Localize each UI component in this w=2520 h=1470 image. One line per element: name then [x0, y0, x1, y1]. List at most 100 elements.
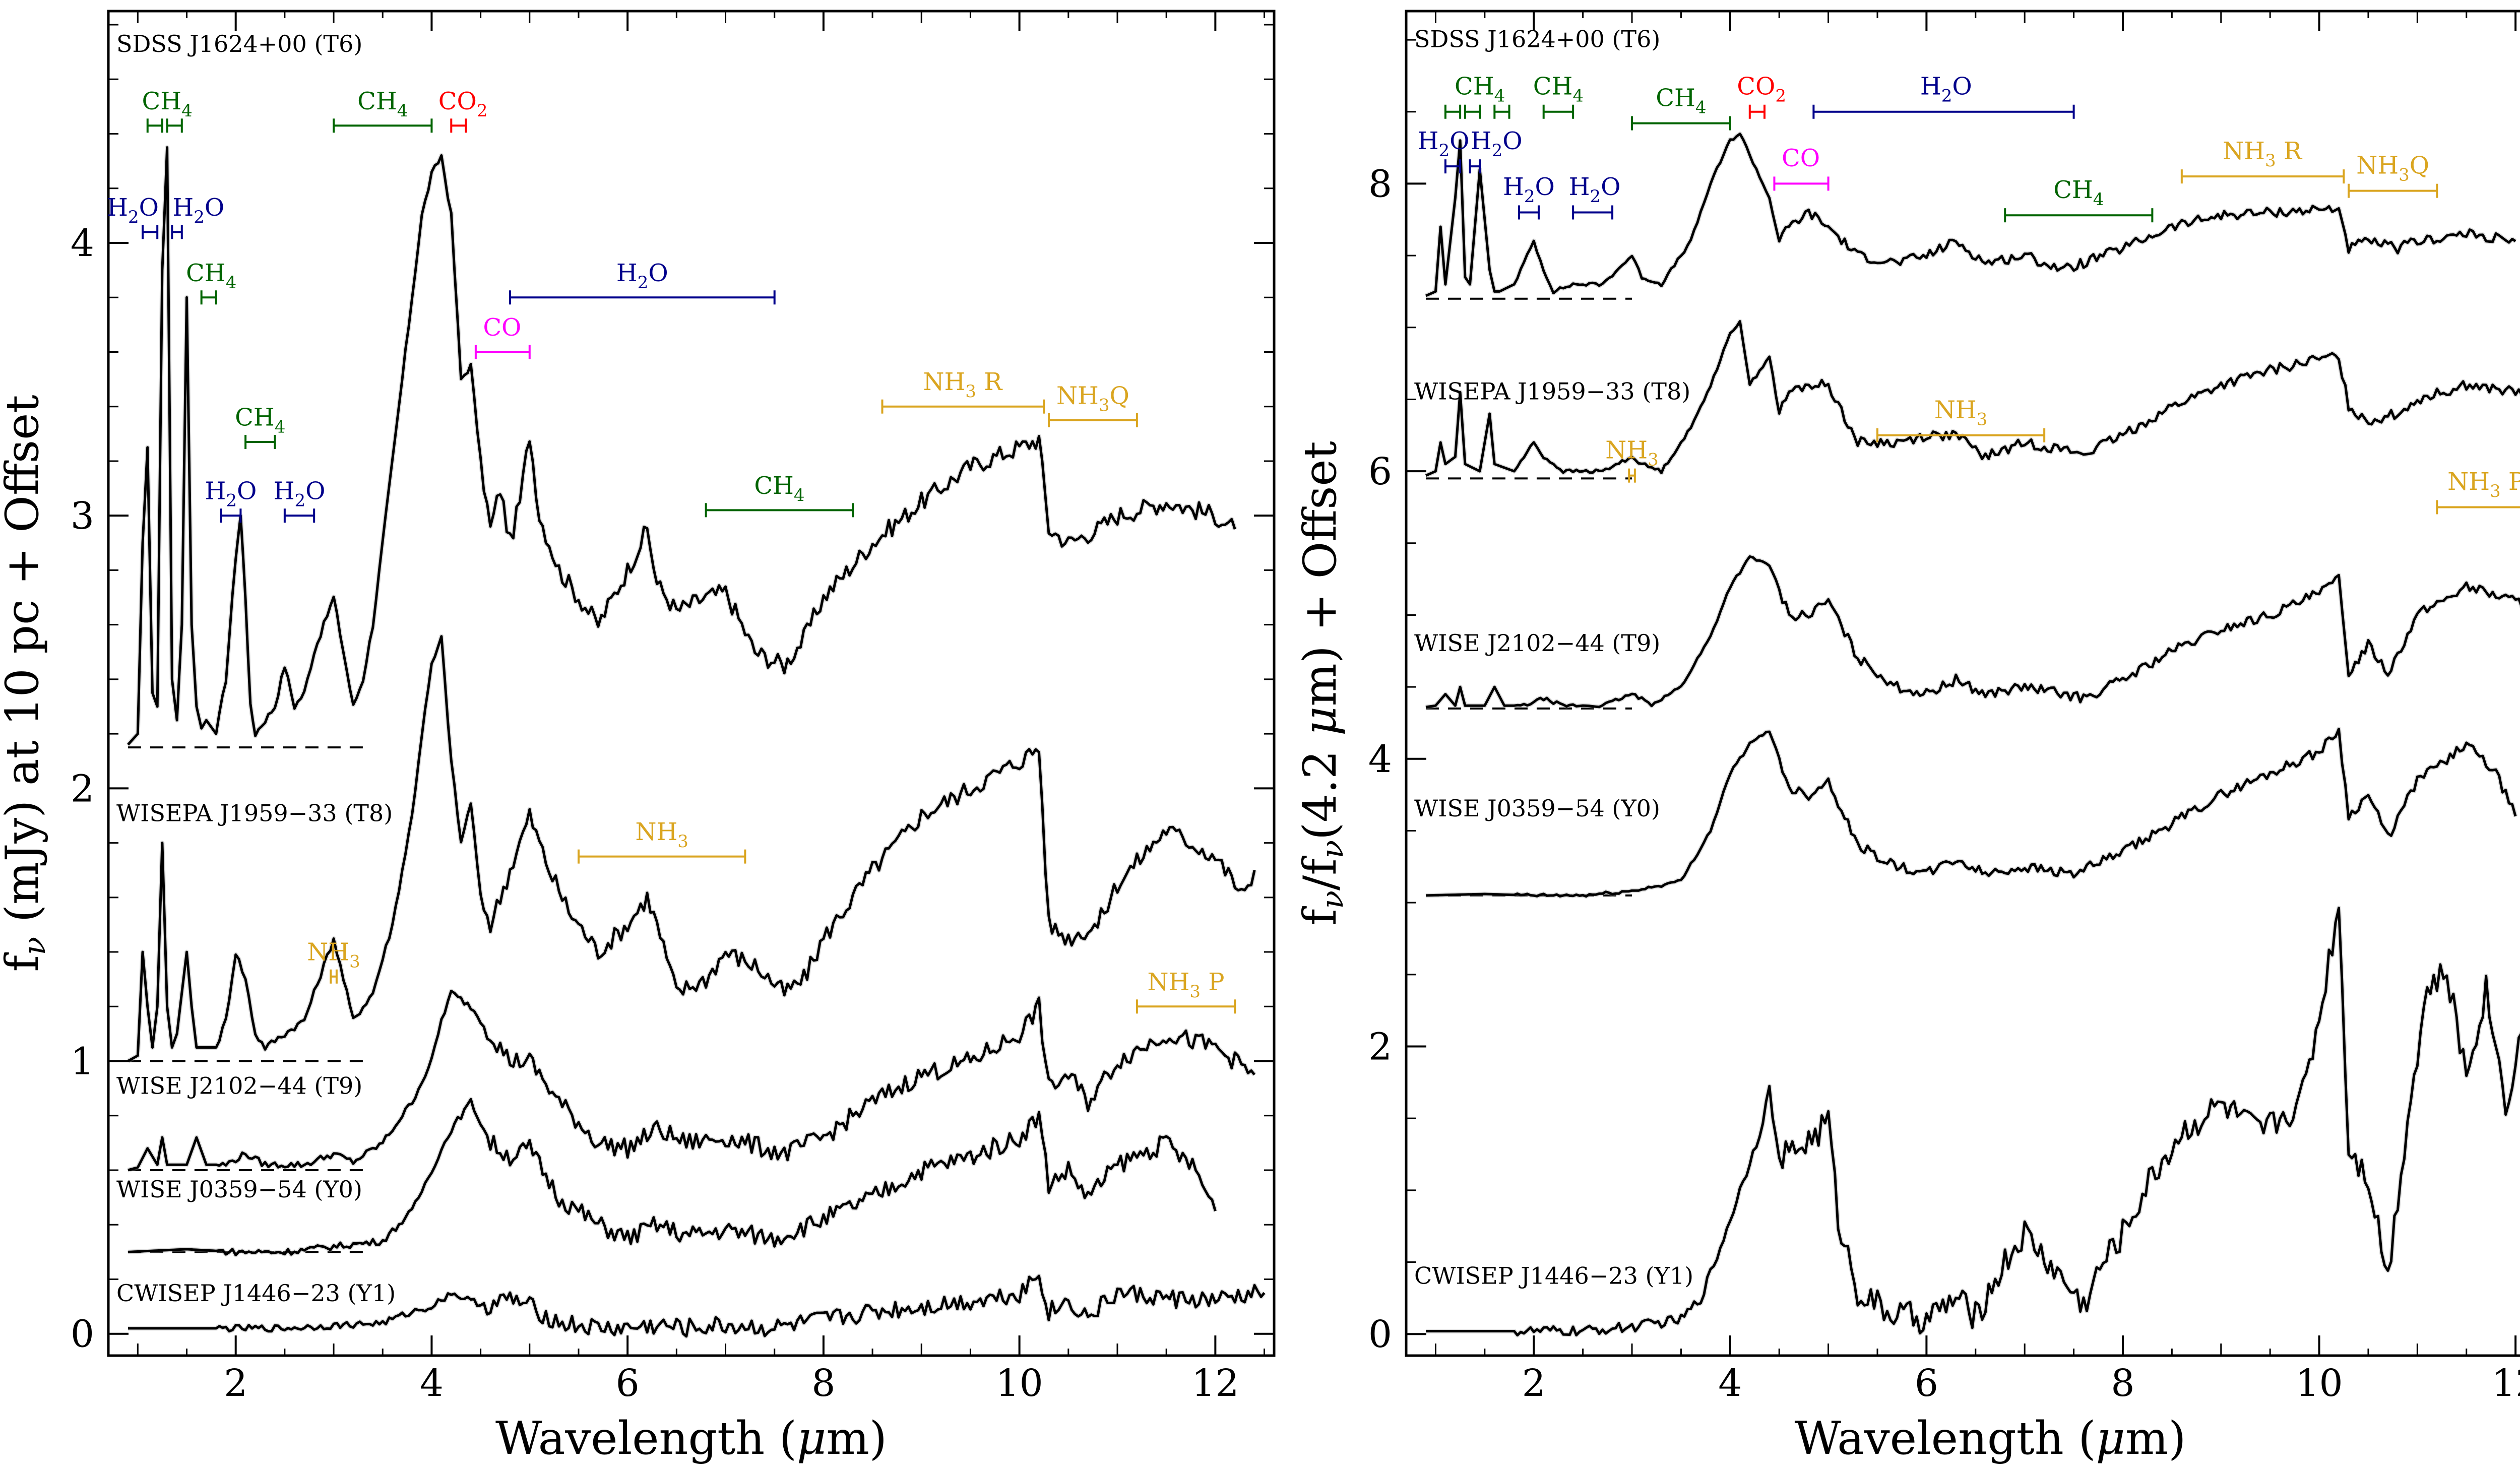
feature-ch4: CH4 [1631, 84, 1731, 131]
spectrum-line [127, 635, 1256, 1062]
feature-label: NH3Q [2356, 151, 2429, 185]
x-tick-label: 2 [224, 1362, 247, 1405]
feature-nh3: NH3 [1876, 396, 2046, 442]
feature-nh3: NH3 R [2180, 137, 2345, 184]
object-label: SDSS J1624+00 (T6) [1414, 25, 1660, 52]
feature-h2o: H2O [205, 477, 257, 523]
spectrum-line [128, 1098, 1217, 1256]
object-label: SDSS J1624+00 (T6) [116, 30, 362, 57]
feature-co: CO [474, 313, 531, 359]
feature-label: NH3 R [923, 368, 1003, 402]
feature-ch4: CH4 [333, 87, 433, 133]
feature-label: CH4 [186, 259, 236, 293]
y-tick-label: 0 [71, 1313, 94, 1356]
feature-nh3: NH3 [307, 938, 360, 984]
spectrum-line [128, 1274, 1266, 1338]
feature-co2: CO2 [438, 87, 487, 133]
feature-label: CH4 [1656, 84, 1706, 117]
feature-ch4 [1464, 104, 1481, 119]
spectrum-line [127, 146, 1236, 746]
spectrum-line [128, 989, 1256, 1172]
feature-h2o: H2O [1469, 127, 1523, 174]
feature-label: H2O [1471, 127, 1523, 161]
feature-co2: CO2 [1737, 73, 1786, 119]
spectrum-1: WISEPA J1959−33 (T8) [1414, 319, 2520, 480]
x-tick-label: 10 [996, 1362, 1043, 1405]
spectrum-line [1426, 907, 2520, 1336]
object-label: WISE J2102−44 (T9) [116, 1072, 362, 1099]
x-tick-label: 12 [2492, 1362, 2520, 1405]
feature-h2o: H2O [107, 194, 159, 239]
y-tick-label: 6 [1368, 450, 1392, 493]
feature-ch4 [166, 118, 183, 133]
x-tick-label: 2 [1522, 1362, 1546, 1405]
spectrum-0: SDSS J1624+00 (T6) [116, 30, 1237, 749]
feature-nh3: NH3 [577, 818, 746, 864]
feature-label: NH3 [307, 938, 360, 972]
spectrum-4: CWISEP J1446−23 (Y1) [116, 1273, 1267, 1339]
feature-label: CO2 [1737, 73, 1786, 106]
plot-frame [1405, 10, 2520, 1357]
feature-co: CO [1773, 144, 1830, 191]
spectrum-2: WISE J2102−44 (T9) [1414, 554, 2520, 710]
feature-label: CH4 [2053, 176, 2104, 210]
feature-ch4: CH4 [2004, 176, 2154, 223]
right-panel: 2 4 6 8 10 12 0 2 4 6 8 Wavelength (μm) fν/fν(4.2 μm… [1294, 10, 2520, 1465]
spectrum-line [1425, 555, 2520, 709]
feature-label: H2O [205, 477, 257, 511]
y-tick-label: 4 [1368, 738, 1392, 781]
y-tick-label: 4 [71, 222, 94, 265]
spectrum-2: WISE J2102−44 (T9) [116, 988, 1256, 1173]
feature-label: CO [483, 313, 521, 342]
feature-ch4: CH4 [1444, 73, 1505, 119]
y-tick-label: 3 [71, 494, 94, 538]
x-tick-label: 6 [1915, 1362, 1938, 1405]
feature-label: H2O [1569, 173, 1621, 207]
plot-frame [107, 10, 1276, 1357]
feature-label: NH3Q [1056, 381, 1129, 415]
feature-h2o: H2O [274, 477, 326, 523]
object-label: CWISEP J1446−23 (Y1) [1414, 1262, 1693, 1289]
spectrum-3: WISE J0359−54 (Y0) [1414, 727, 2518, 899]
spectrum-1: WISEPA J1959−33 (T8) [116, 634, 1257, 1063]
feature-label: CH4 [357, 87, 408, 121]
feature-label: H2O [616, 259, 668, 293]
spectrum-line [1425, 320, 2520, 477]
x-tick-label: 10 [2295, 1362, 2343, 1405]
feature-label: NH3 [1934, 396, 1988, 430]
feature-h2o: H2O [1569, 173, 1621, 220]
feature-h2o: H2O [171, 194, 224, 239]
x-tick-label: 12 [1191, 1362, 1239, 1405]
feature-ch4: CH4 [705, 472, 854, 518]
feature-label: H2O [1920, 73, 1972, 106]
feature-label: H2O [172, 194, 224, 227]
feature-label: H2O [274, 477, 326, 511]
x-tick-label: 4 [1718, 1362, 1742, 1405]
feature-label: H2O [1503, 173, 1555, 207]
feature-label: CH4 [235, 404, 285, 437]
y-tick-label: 0 [1368, 1313, 1392, 1356]
feature-label: CH4 [1455, 73, 1505, 106]
y-axis-label: fν (mJy) at 10 pc + Offset [0, 395, 52, 972]
feature-nh3: NH3 [1605, 436, 1659, 483]
object-label: WISE J0359−54 (Y0) [1414, 795, 1660, 822]
feature-label: NH3 P [2447, 468, 2520, 501]
feature-ch4: CH4 [235, 404, 285, 450]
x-axis-label: Wavelength (μm) [495, 1412, 887, 1465]
feature-h2o: H2O [1812, 73, 2075, 119]
x-axis-label: Wavelength (μm) [1795, 1412, 2186, 1465]
y-tick-label: 2 [1368, 1026, 1392, 1069]
object-label: WISEPA J1959−33 (T8) [116, 799, 393, 826]
feature-label: CO [1782, 144, 1820, 172]
feature-label: NH3 [635, 818, 688, 852]
feature-ch4: CH4 [1533, 73, 1584, 119]
feature-ch4: CH4 [142, 87, 193, 133]
feature-h2o: H2O [1418, 127, 1469, 174]
feature-nh3: NH3 P [2436, 468, 2520, 515]
y-tick-label: 8 [1368, 162, 1392, 206]
feature-h2o: H2O [1503, 173, 1555, 220]
spectrum-error [1425, 132, 2517, 298]
spectrum-0: SDSS J1624+00 (T6) [1414, 25, 2517, 300]
x-tick-label: 4 [420, 1362, 444, 1405]
